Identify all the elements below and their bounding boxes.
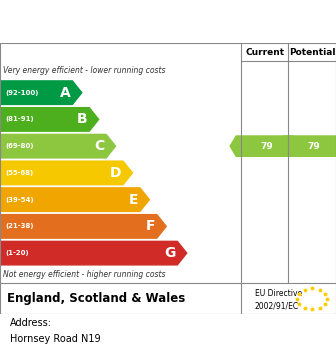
- Text: (39-54): (39-54): [5, 197, 34, 203]
- Text: Address:: Address:: [10, 318, 52, 328]
- Text: Very energy efficient - lower running costs: Very energy efficient - lower running co…: [3, 66, 166, 75]
- Text: (21-38): (21-38): [5, 223, 34, 229]
- Text: 79: 79: [260, 142, 273, 151]
- Text: Potential: Potential: [289, 48, 335, 57]
- Text: 2002/91/EC: 2002/91/EC: [255, 301, 299, 310]
- Text: C: C: [94, 139, 104, 153]
- Polygon shape: [0, 108, 99, 131]
- Polygon shape: [0, 215, 166, 238]
- Polygon shape: [0, 241, 187, 265]
- Polygon shape: [0, 81, 82, 104]
- Text: (92-100): (92-100): [5, 90, 38, 96]
- Text: F: F: [145, 219, 155, 233]
- Text: Energy Efficiency Rating: Energy Efficiency Rating: [48, 13, 288, 31]
- Polygon shape: [230, 136, 293, 156]
- Text: 79: 79: [307, 142, 320, 151]
- Text: EU Directive: EU Directive: [255, 289, 302, 298]
- Text: Hornsey Road N19: Hornsey Road N19: [10, 334, 101, 344]
- Text: E: E: [129, 193, 138, 207]
- Text: (1-20): (1-20): [5, 250, 29, 256]
- Polygon shape: [0, 161, 132, 185]
- Polygon shape: [278, 136, 336, 156]
- Polygon shape: [0, 135, 116, 158]
- Text: B: B: [77, 113, 88, 126]
- Text: (81-91): (81-91): [5, 116, 34, 122]
- Text: G: G: [164, 246, 176, 260]
- Text: A: A: [60, 86, 71, 100]
- Text: England, Scotland & Wales: England, Scotland & Wales: [7, 292, 185, 305]
- Polygon shape: [0, 188, 149, 212]
- Text: Current: Current: [245, 48, 284, 57]
- Text: D: D: [110, 166, 121, 180]
- Text: (55-68): (55-68): [5, 170, 33, 176]
- Text: (69-80): (69-80): [5, 143, 34, 149]
- Text: Not energy efficient - higher running costs: Not energy efficient - higher running co…: [3, 271, 166, 279]
